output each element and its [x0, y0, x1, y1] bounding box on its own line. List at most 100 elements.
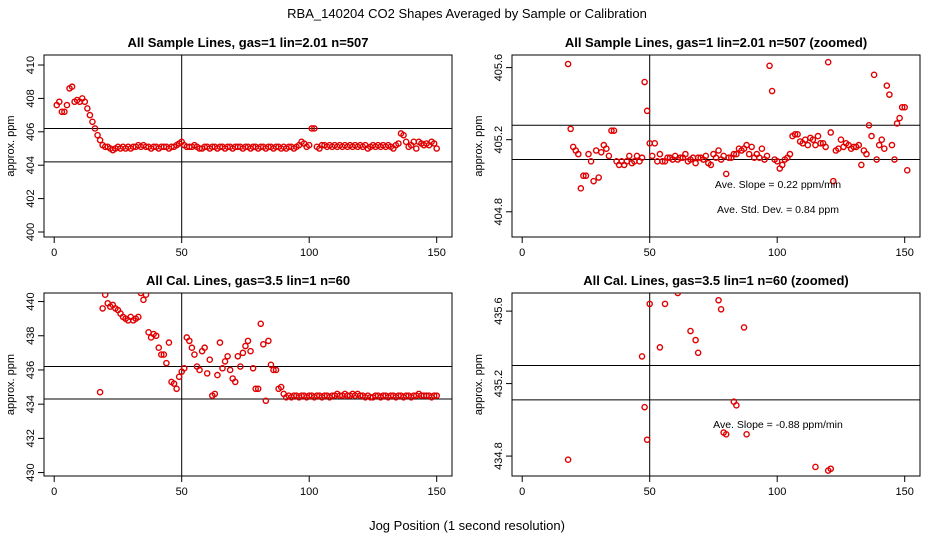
y-tick-label: 410 [25, 56, 37, 74]
annotation-slope: Ave. Slope = 0.22 ppm/min [715, 179, 841, 191]
data-point [564, 60, 572, 68]
data-point [743, 431, 750, 438]
x-tick-label: 50 [176, 247, 188, 259]
data-point [188, 344, 196, 352]
x-tick-label: 100 [768, 247, 786, 259]
data-point [84, 105, 91, 112]
x-tick-label: 0 [51, 486, 57, 498]
data-point [824, 58, 832, 66]
data-point [896, 114, 903, 122]
data-point [402, 138, 410, 146]
data-point [86, 111, 94, 119]
data-point [643, 436, 651, 444]
x-tick-label: 100 [768, 486, 786, 498]
data-points [53, 83, 441, 154]
data-point [868, 132, 875, 140]
data-point [308, 125, 316, 132]
data-point [817, 139, 824, 147]
data-point [305, 141, 313, 149]
y-tick-label: 408 [25, 89, 37, 107]
main-title: RBA_140204 CO2 Shapes Averaged by Sample… [287, 6, 647, 21]
data-point [878, 136, 886, 143]
annotation-std-dev: Ave. Std. Dev. = 0.84 ppm [717, 204, 839, 216]
data-point [234, 352, 242, 360]
data-point [242, 342, 249, 350]
data-points [96, 293, 441, 405]
data-point [203, 370, 211, 377]
x-tick-label: 50 [644, 486, 656, 498]
data-point [659, 158, 666, 165]
data-point [155, 344, 163, 352]
chart-panel-4: All Cal. Lines, gas=3.5 lin=1 n=60 (zoom… [473, 273, 921, 498]
y-tick-label: 405.2 [493, 126, 505, 154]
data-point [137, 293, 145, 297]
data-point [272, 366, 280, 374]
data-point [603, 145, 610, 153]
data-point [180, 364, 188, 372]
data-point [891, 156, 898, 163]
data-point [722, 431, 730, 438]
data-point [837, 136, 845, 143]
data-point [794, 130, 801, 138]
chart-title: All Cal. Lines, gas=3.5 lin=1 n=60 (zoom… [583, 273, 849, 288]
data-point [888, 141, 896, 149]
data-point [903, 167, 911, 174]
data-point [717, 306, 725, 313]
data-point [814, 132, 822, 140]
data-point [265, 337, 272, 345]
data-point [641, 78, 648, 86]
data-point [310, 125, 318, 132]
data-point [865, 121, 873, 129]
data-point [725, 154, 733, 162]
data-point [881, 145, 888, 153]
data-point [610, 127, 618, 134]
y-tick-label: 404.8 [493, 198, 505, 226]
data-point [267, 361, 275, 369]
x-tick-label: 50 [176, 486, 188, 498]
data-point [224, 352, 231, 360]
data-point [160, 351, 168, 358]
data-point [648, 152, 656, 160]
data-point [277, 383, 285, 391]
data-point [433, 392, 441, 399]
data-point [863, 150, 870, 158]
data-point [582, 172, 590, 180]
data-point [886, 91, 893, 98]
data-point [733, 402, 740, 409]
data-point [626, 152, 633, 160]
data-point [140, 296, 147, 304]
data-point [638, 154, 646, 162]
data-point [89, 118, 96, 126]
chart-panel-1: All Sample Lines, gas=1 lin=2.01 n=507 ap… [5, 35, 453, 259]
data-point [608, 127, 615, 134]
data-point [722, 170, 730, 178]
data-point [412, 145, 420, 152]
data-point [873, 156, 880, 163]
data-point [219, 364, 226, 372]
x-tick-label: 0 [51, 247, 57, 259]
data-point [827, 465, 835, 473]
data-point [56, 98, 63, 106]
data-point [206, 356, 214, 364]
data-point [893, 120, 901, 127]
data-point [674, 293, 682, 297]
plot-frame [511, 54, 921, 238]
data-point [99, 305, 106, 312]
data-points [564, 293, 835, 474]
y-tick-label: 430 [25, 463, 37, 481]
y-tick-label: 440 [25, 292, 37, 310]
chart-title: All Sample Lines, gas=1 lin=2.01 n=507 [128, 35, 369, 50]
plot-frame [43, 292, 453, 477]
data-point [651, 139, 659, 147]
data-point [216, 339, 224, 346]
y-axis-label: approx. ppm [5, 354, 17, 415]
chart-title: All Cal. Lines, gas=3.5 lin=1 n=60 [146, 273, 350, 288]
data-point [400, 131, 407, 139]
data-point [191, 351, 198, 358]
data-point [214, 371, 221, 379]
data-point [433, 145, 441, 152]
data-point [239, 349, 247, 357]
data-point [822, 143, 829, 151]
data-point [605, 152, 613, 160]
data-point [812, 463, 819, 471]
